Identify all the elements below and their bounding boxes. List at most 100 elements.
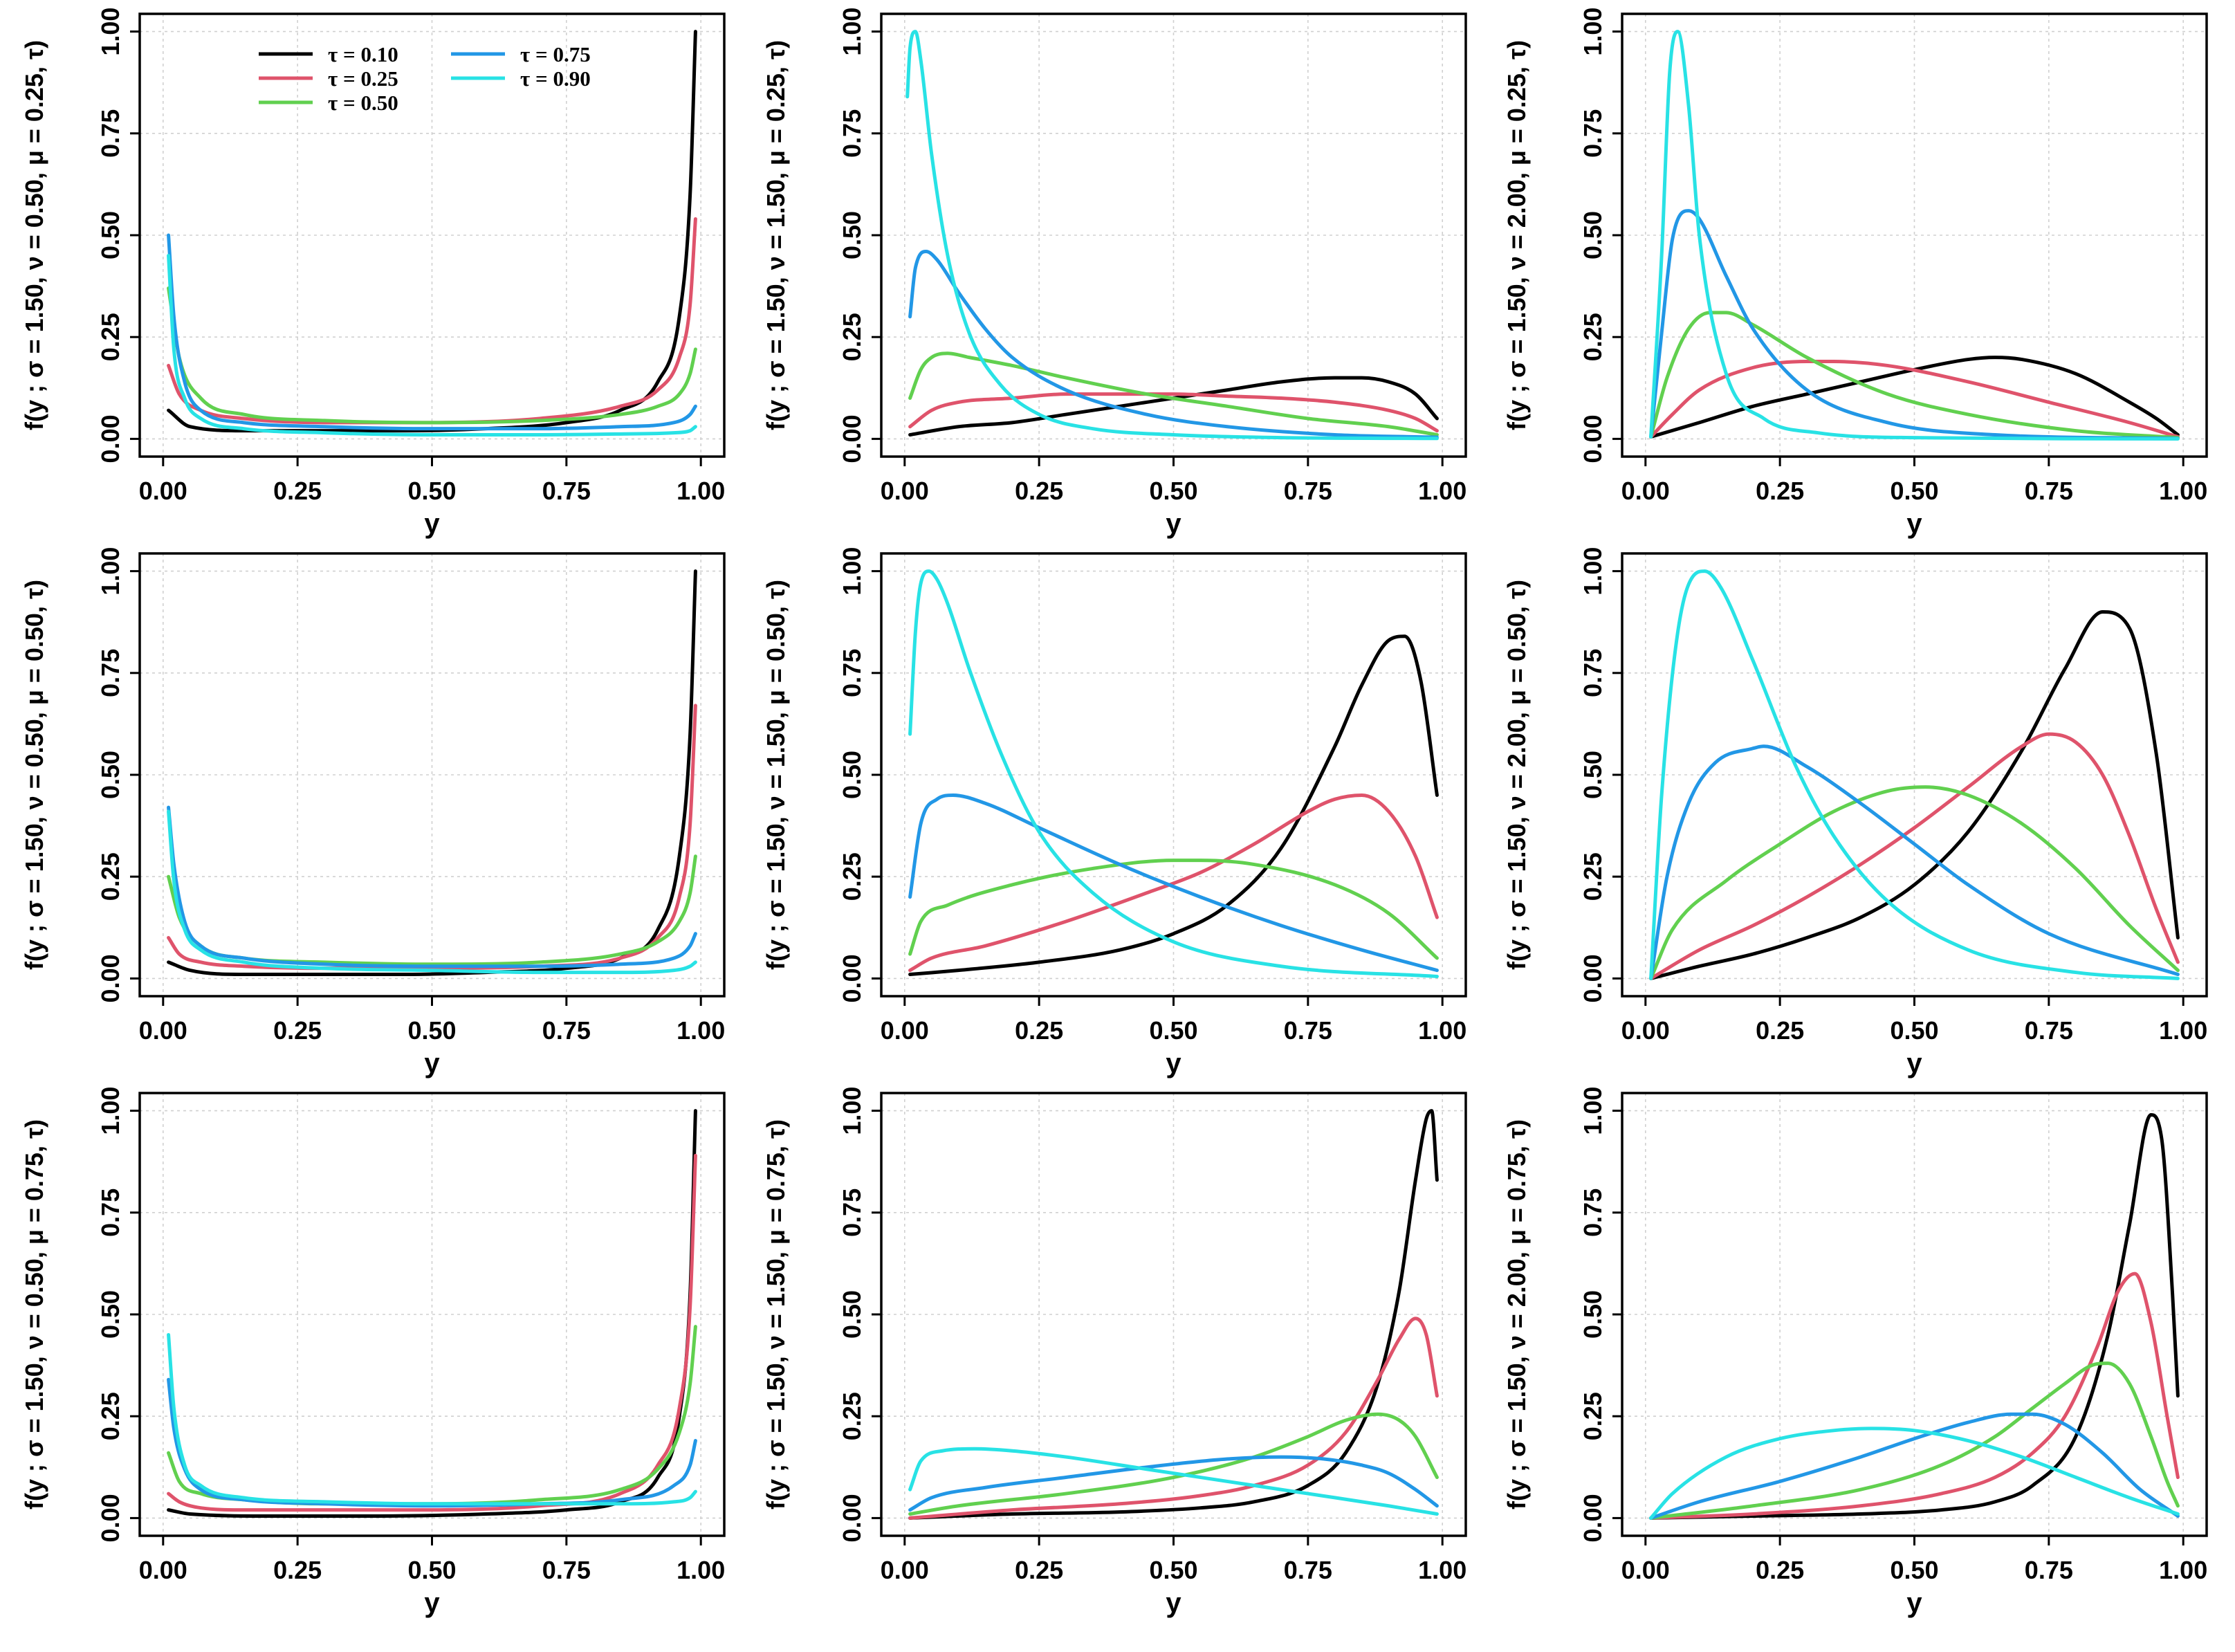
series-line-tau-075 <box>1649 1412 2180 1520</box>
y-tick-label: 1.00 <box>1579 1087 1607 1135</box>
panel-5: 0.00 0.25 0.50 0.75 1.00 0.00 0.25 0.50 0.75 1.00… <box>762 547 1467 1079</box>
series-line-tau-090 <box>908 1447 1439 1516</box>
y-tick-label: 0.25 <box>838 1392 866 1440</box>
series-line-tau-090 <box>1649 1426 2180 1520</box>
x-tick-label: 0.00 <box>1621 477 1670 505</box>
x-tick-label: 0.00 <box>1621 1016 1670 1045</box>
y-tick-label: 0.00 <box>96 414 125 463</box>
x-axis-title: y <box>1166 1048 1181 1079</box>
y-tick-label: 0.75 <box>1579 1188 1607 1237</box>
y-axis-title: f(y ; σ = 1.50, ν = 2.00, μ = 0.50, τ) <box>1502 580 1531 970</box>
y-tick-label: 0.50 <box>1579 1290 1607 1339</box>
series-line-tau-075 <box>167 233 697 431</box>
x-tick-label: 0.00 <box>881 1016 929 1045</box>
y-tick-label: 0.25 <box>838 852 866 901</box>
x-axis-title: y <box>424 1048 440 1079</box>
series-line-tau-075 <box>908 1455 1439 1512</box>
series-line-tau-050 <box>1649 785 2180 980</box>
y-axis-title: f(y ; σ = 1.50, ν = 2.00, μ = 0.75, τ) <box>1502 1119 1531 1509</box>
y-tick-label: 0.75 <box>1579 649 1607 697</box>
y-tick-label: 1.00 <box>96 8 125 56</box>
x-tick-label: 0.75 <box>2025 1556 2073 1584</box>
series-line-tau-050 <box>167 286 697 425</box>
x-tick-label: 0.75 <box>542 477 591 505</box>
x-tick-label: 0.75 <box>2025 477 2073 505</box>
panel-8: 0.00 0.25 0.50 0.75 1.00 0.00 0.25 0.50 0.75 1.00… <box>762 1087 1467 1618</box>
x-tick-label: 1.00 <box>1418 1016 1466 1045</box>
y-axis-title: f(y ; σ = 1.50, ν = 0.50, μ = 0.75, τ) <box>20 1119 48 1509</box>
y-tick-label: 0.75 <box>96 649 125 697</box>
y-tick-label: 0.50 <box>1579 751 1607 799</box>
x-tick-label: 1.00 <box>2159 1016 2207 1045</box>
legend-label: τ = 0.90 <box>520 66 591 91</box>
x-axis-title: y <box>1906 1588 1922 1618</box>
y-tick-label: 0.00 <box>838 414 866 463</box>
legend-label: τ = 0.10 <box>328 42 398 66</box>
series-line-tau-090 <box>908 569 1439 978</box>
series-group <box>167 569 697 977</box>
series-line-tau-075 <box>167 805 697 969</box>
y-tick-label: 1.00 <box>1579 8 1607 56</box>
y-axis-title: f(y ; σ = 1.50, ν = 2.00, μ = 0.25, τ) <box>1502 40 1531 430</box>
x-tick-label: 0.50 <box>1890 477 1938 505</box>
panel-1: 0.00 0.25 0.50 0.75 1.00 0.00 0.25 0.50 0.75 1.00… <box>20 8 726 539</box>
y-tick-label: 0.50 <box>1579 211 1607 259</box>
x-tick-label: 0.50 <box>1149 1016 1197 1045</box>
y-tick-label: 0.50 <box>96 1290 125 1339</box>
series-group <box>905 30 1439 441</box>
series-line-tau-075 <box>1649 744 2180 980</box>
x-tick-label: 1.00 <box>677 477 725 505</box>
series-line-tau-050 <box>1649 311 2180 440</box>
y-tick-label: 0.00 <box>1579 414 1607 463</box>
x-tick-label: 0.00 <box>139 1016 187 1045</box>
x-tick-label: 0.00 <box>139 1556 187 1584</box>
x-tick-label: 0.00 <box>881 477 929 505</box>
x-tick-label: 0.00 <box>139 477 187 505</box>
y-axis-title: f(y ; σ = 1.50, ν = 1.50, μ = 0.50, τ) <box>762 580 790 970</box>
series-line-tau-090 <box>905 30 1439 441</box>
series-group <box>1649 30 2180 441</box>
y-tick-label: 0.25 <box>838 313 866 361</box>
series-line-tau-010 <box>1649 1112 2180 1520</box>
series-group <box>167 1109 697 1518</box>
x-tick-label: 0.25 <box>273 1556 322 1584</box>
y-axis-title: f(y ; σ = 1.50, ν = 0.50, μ = 0.25, τ) <box>20 40 48 430</box>
x-tick-label: 0.75 <box>542 1556 591 1584</box>
y-tick-label: 1.00 <box>1579 547 1607 596</box>
series-line-tau-025 <box>1649 1272 2180 1520</box>
series-line-tau-010 <box>1649 609 2180 980</box>
x-tick-label: 0.25 <box>273 1016 322 1045</box>
x-tick-label: 0.75 <box>1284 1016 1332 1045</box>
y-tick-label: 0.75 <box>1579 109 1607 158</box>
series-line-tau-075 <box>1649 209 2180 441</box>
y-tick-label: 0.00 <box>838 954 866 1002</box>
y-tick-label: 0.50 <box>838 211 866 259</box>
series-line-tau-010 <box>908 376 1439 437</box>
x-tick-label: 0.50 <box>1149 1556 1197 1584</box>
y-axis-title: f(y ; σ = 1.50, ν = 1.50, μ = 0.75, τ) <box>762 1119 790 1509</box>
series-group <box>908 1109 1439 1520</box>
series-line-tau-090 <box>167 1332 697 1506</box>
y-tick-label: 0.00 <box>1579 1494 1607 1542</box>
x-tick-label: 1.00 <box>2159 1556 2207 1584</box>
x-tick-label: 0.50 <box>1890 1556 1938 1584</box>
y-tick-label: 0.00 <box>838 1494 866 1542</box>
series-line-tau-010 <box>908 634 1439 977</box>
y-tick-label: 1.00 <box>96 547 125 596</box>
legend-label: τ = 0.75 <box>520 42 591 66</box>
series-group <box>1649 1112 2180 1520</box>
series-line-tau-025 <box>167 1153 697 1512</box>
y-tick-label: 1.00 <box>96 1087 125 1135</box>
y-tick-label: 0.50 <box>838 1290 866 1339</box>
y-tick-label: 0.25 <box>1579 852 1607 901</box>
x-tick-label: 0.50 <box>407 1556 456 1584</box>
y-tick-label: 1.00 <box>838 8 866 56</box>
x-tick-label: 1.00 <box>2159 477 2207 505</box>
x-tick-label: 0.25 <box>1015 477 1063 505</box>
x-tick-label: 0.50 <box>1149 477 1197 505</box>
series-line-tau-010 <box>167 569 697 977</box>
x-tick-label: 0.00 <box>1621 1556 1670 1584</box>
x-tick-label: 0.75 <box>1284 477 1332 505</box>
y-tick-label: 0.25 <box>1579 1392 1607 1440</box>
series-line-tau-075 <box>908 250 1439 439</box>
